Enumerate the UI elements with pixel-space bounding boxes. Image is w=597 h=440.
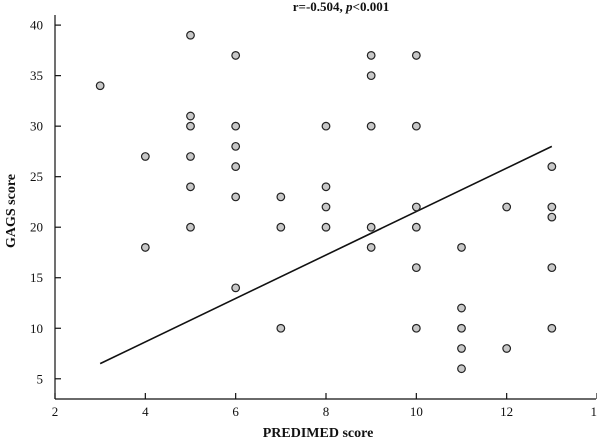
data-point bbox=[411, 263, 421, 273]
x-tick-label: 8 bbox=[323, 404, 330, 419]
data-point bbox=[321, 222, 331, 232]
data-point bbox=[547, 263, 557, 273]
data-point bbox=[457, 303, 466, 313]
y-tick-label: 20 bbox=[30, 220, 43, 235]
y-axis-title: GAGS score bbox=[4, 174, 19, 248]
data-point bbox=[502, 202, 512, 212]
data-point bbox=[321, 121, 331, 131]
data-point bbox=[186, 222, 195, 232]
data-point bbox=[547, 323, 557, 333]
data-point bbox=[231, 141, 241, 151]
data-point bbox=[366, 121, 376, 131]
x-tick-label: 10 bbox=[410, 404, 423, 419]
data-point bbox=[321, 202, 331, 212]
y-tick-label: 30 bbox=[30, 119, 43, 134]
x-tick-label: 4 bbox=[142, 404, 149, 419]
data-point bbox=[366, 243, 376, 252]
data-point bbox=[547, 212, 557, 222]
data-point bbox=[231, 121, 241, 131]
data-point bbox=[140, 152, 150, 161]
data-point bbox=[321, 182, 331, 192]
data-point bbox=[186, 111, 195, 121]
x-tick-label: 6 bbox=[232, 404, 239, 419]
data-point bbox=[276, 222, 286, 232]
data-point bbox=[547, 162, 557, 171]
data-point bbox=[457, 364, 466, 374]
y-tick-label: 10 bbox=[30, 321, 43, 336]
data-point bbox=[411, 51, 421, 60]
data-point bbox=[411, 222, 421, 232]
data-points bbox=[95, 30, 557, 374]
data-point bbox=[95, 81, 105, 91]
data-point bbox=[502, 344, 512, 353]
data-point bbox=[457, 243, 466, 252]
y-tick-label: 25 bbox=[30, 169, 43, 184]
x-tick-label: 14 bbox=[591, 404, 597, 419]
y-tick-label: 35 bbox=[30, 68, 43, 83]
x-axis-title: PREDIMED score bbox=[263, 426, 374, 440]
data-point bbox=[231, 192, 241, 202]
data-point bbox=[231, 51, 241, 60]
y-tick-label: 40 bbox=[30, 18, 43, 33]
y-ticks: 5 10 15 20 25 30 35 40 bbox=[30, 18, 61, 386]
data-point bbox=[366, 71, 376, 81]
data-point bbox=[140, 243, 150, 252]
x-tick-label: 12 bbox=[500, 404, 513, 419]
data-point bbox=[186, 30, 195, 40]
x-tick-label: 2 bbox=[52, 404, 59, 419]
data-point bbox=[186, 152, 195, 161]
data-point bbox=[457, 344, 466, 353]
y-tick-label: 15 bbox=[30, 270, 43, 285]
data-point bbox=[276, 323, 286, 333]
data-point bbox=[411, 202, 421, 212]
data-point bbox=[231, 283, 241, 293]
data-point bbox=[231, 162, 241, 171]
data-point bbox=[411, 323, 421, 333]
x-ticks: 2 4 6 8 10 12 14 bbox=[52, 393, 597, 419]
data-point bbox=[186, 182, 195, 192]
chart-title: r=-0.504, p<0.001 bbox=[293, 0, 389, 14]
data-point bbox=[547, 202, 557, 212]
y-tick-label: 5 bbox=[37, 371, 44, 386]
data-point bbox=[186, 121, 195, 131]
regression bbox=[99, 145, 553, 365]
data-point bbox=[366, 51, 376, 60]
regression-line bbox=[99, 145, 553, 365]
data-point bbox=[276, 192, 286, 202]
data-point bbox=[366, 222, 376, 232]
data-point bbox=[457, 323, 466, 333]
data-point bbox=[411, 121, 421, 131]
